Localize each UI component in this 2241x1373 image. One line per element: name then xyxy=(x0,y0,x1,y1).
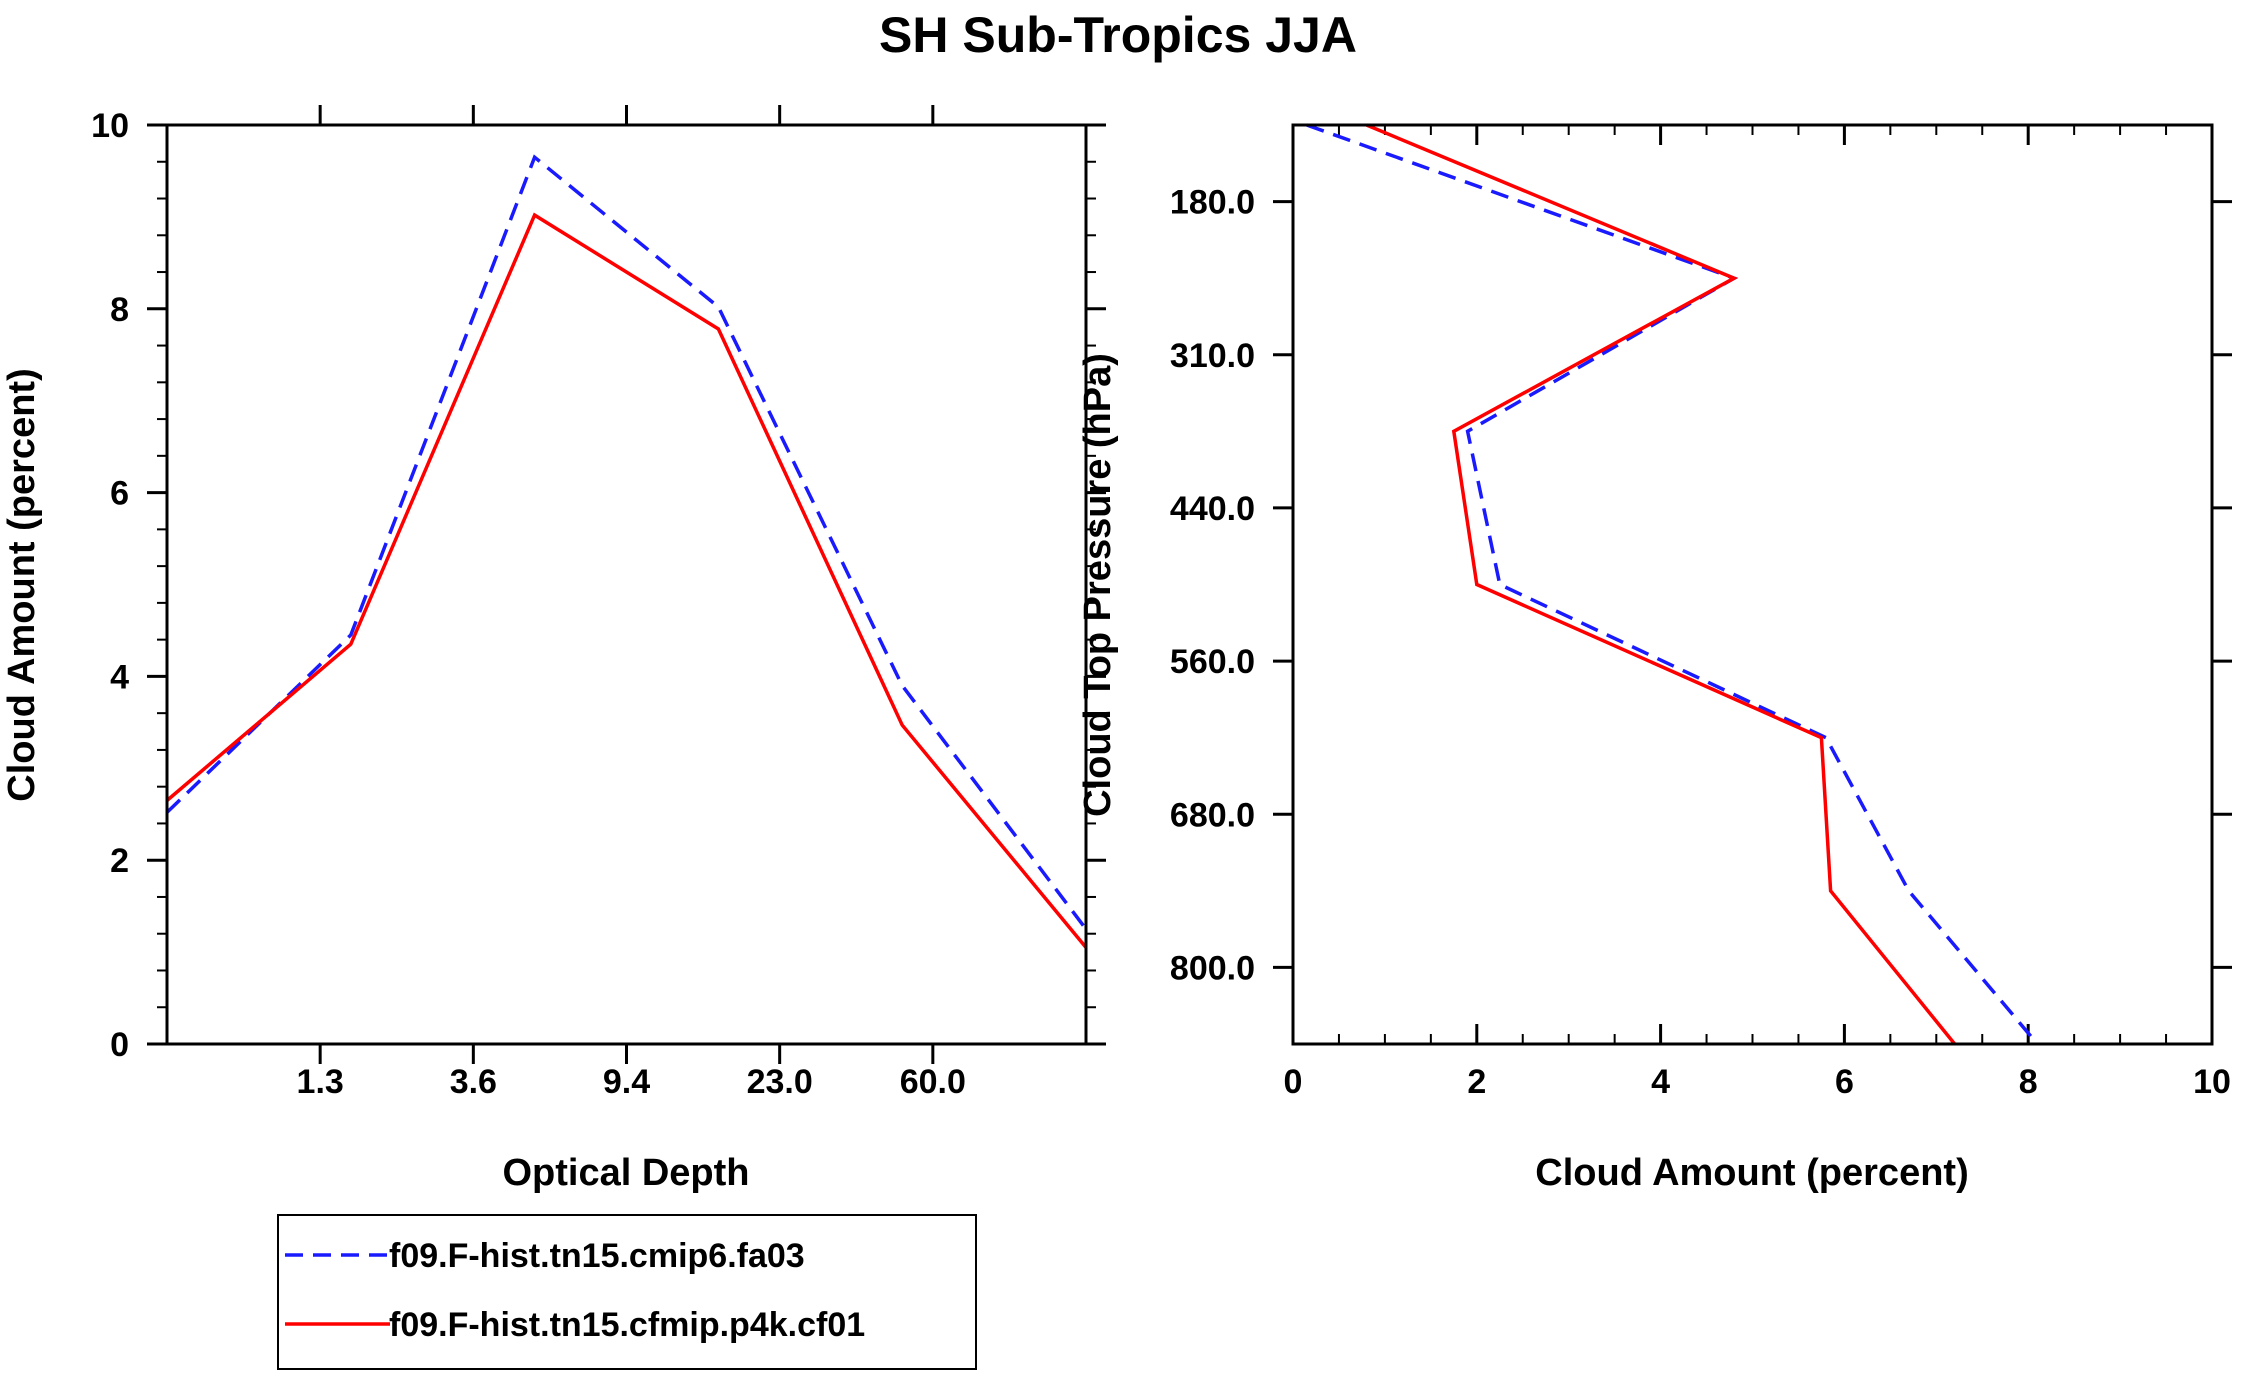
right-tick-marks xyxy=(1273,125,2232,1044)
left-x-tick-label: 60.0 xyxy=(900,1063,966,1101)
right-series-group xyxy=(1306,123,2039,1046)
left-y-tick-label: 10 xyxy=(91,107,129,145)
left-series-line-cmip6 xyxy=(165,154,1088,931)
left-chart: 0 2 4 6 8 10 1.3 3.6 9.4 23.0 60.0 Optical Depth C… xyxy=(1,105,1106,1194)
left-x-tick-label: 23.0 xyxy=(747,1063,813,1101)
right-y-axis-label: Cloud Top Pressure (hPa) xyxy=(1077,353,1119,817)
right-y-tick-label: 680.0 xyxy=(1170,796,1255,834)
left-series-group xyxy=(165,154,1088,949)
right-y-tick-label: 180.0 xyxy=(1170,184,1255,222)
left-x-axis-label: Optical Depth xyxy=(502,1152,749,1194)
right-plot-frame xyxy=(1291,123,2214,1046)
right-y-tick-label: 800.0 xyxy=(1170,949,1255,987)
right-chart: 0 2 4 6 8 10 180.0 310.0 440.0 560.0 680.0 800.0 Cl… xyxy=(1077,123,2232,1194)
right-series-line-p4k xyxy=(1365,123,1957,1046)
right-y-tick-label: 310.0 xyxy=(1170,337,1255,375)
right-x-tick-label: 4 xyxy=(1651,1063,1670,1101)
right-series-line-cmip6 xyxy=(1306,123,2039,1046)
left-x-tick-label: 1.3 xyxy=(297,1063,344,1101)
left-y-tick-label: 6 xyxy=(110,475,129,513)
legend: f09.F-hist.tn15.cmip6.fa03 f09.F-hist.tn… xyxy=(277,1214,977,1370)
right-tick-labels: 0 2 4 6 8 10 180.0 310.0 440.0 560.0 680.0 800.0 xyxy=(1170,184,2231,1101)
figure-title: SH Sub-Tropics JJA xyxy=(879,7,1357,63)
left-x-tick-label: 3.6 xyxy=(450,1063,497,1101)
right-y-tick-label: 560.0 xyxy=(1170,643,1255,681)
right-x-tick-label: 2 xyxy=(1467,1063,1486,1101)
legend-label-cmip6: f09.F-hist.tn15.cmip6.fa03 xyxy=(389,1237,805,1275)
left-plot-frame xyxy=(165,123,1088,1046)
right-x-tick-label: 10 xyxy=(2193,1063,2231,1101)
left-series-line-p4k xyxy=(165,212,1088,949)
left-y-tick-label: 8 xyxy=(110,291,129,329)
left-tick-marks xyxy=(147,105,1106,1064)
left-y-tick-label: 4 xyxy=(110,658,129,696)
right-y-tick-label: 440.0 xyxy=(1170,490,1255,528)
right-x-tick-label: 6 xyxy=(1835,1063,1854,1101)
left-y-tick-label: 0 xyxy=(110,1026,129,1064)
legend-box xyxy=(277,1214,977,1370)
right-x-tick-label: 0 xyxy=(1284,1063,1303,1101)
left-y-axis-label: Cloud Amount (percent) xyxy=(1,368,43,801)
left-y-tick-label: 2 xyxy=(110,842,129,880)
left-tick-labels: 0 2 4 6 8 10 1.3 3.6 9.4 23.0 60.0 xyxy=(91,107,966,1101)
left-x-tick-label: 9.4 xyxy=(603,1063,650,1101)
legend-label-p4k: f09.F-hist.tn15.cfmip.p4k.cf01 xyxy=(389,1306,865,1344)
right-x-axis-label: Cloud Amount (percent) xyxy=(1535,1152,1968,1194)
right-x-tick-label: 8 xyxy=(2019,1063,2038,1101)
